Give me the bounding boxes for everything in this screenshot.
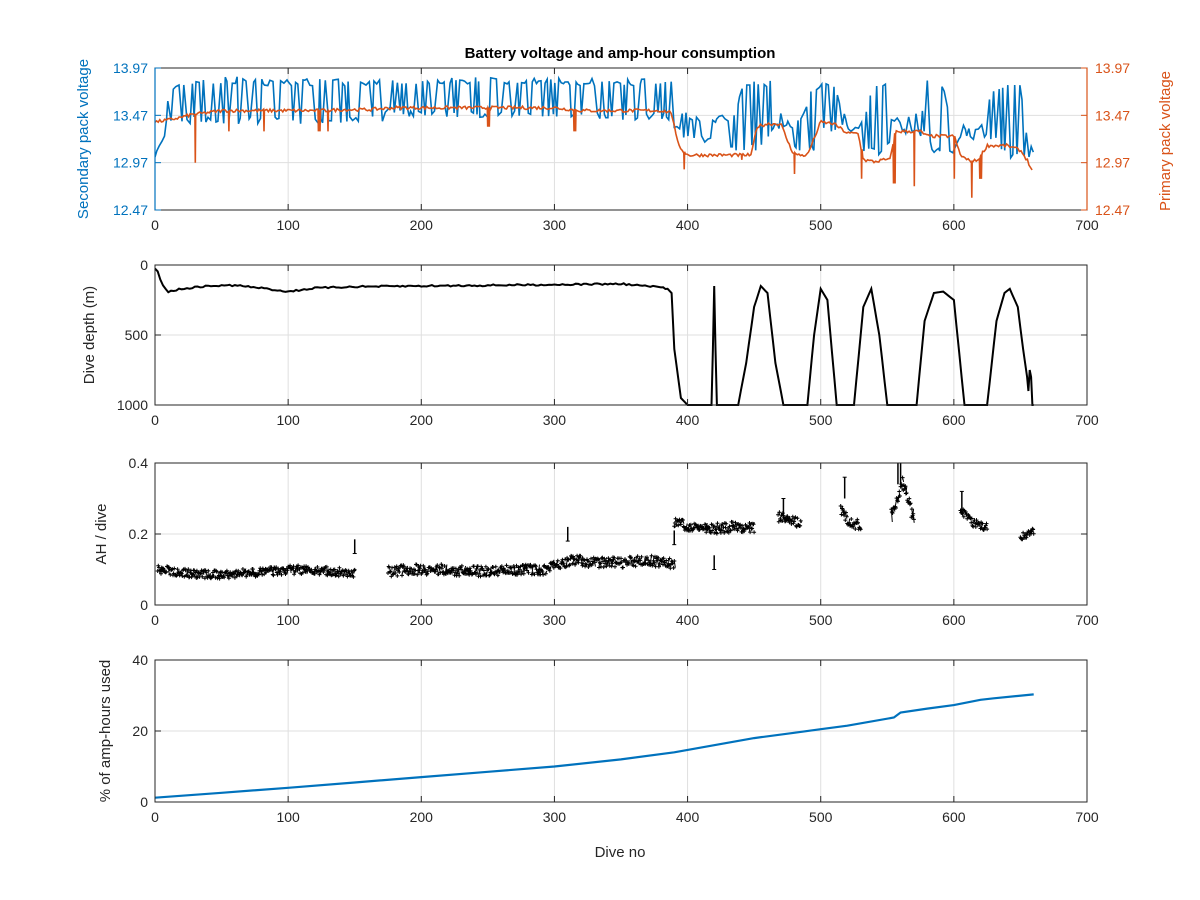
y-right-tick-label: 12.47 [1095, 202, 1130, 218]
y-axis-label: % of amp-hours used [97, 660, 114, 803]
y-tick-label: 1000 [117, 397, 148, 413]
secondary-voltage-line [155, 75, 1035, 161]
x-tick-label: 400 [676, 412, 700, 428]
x-tick-label: 100 [276, 612, 300, 628]
y-tick-label: 13.97 [113, 60, 148, 76]
x-tick-label: 300 [543, 809, 567, 825]
x-tick-label: 600 [942, 217, 966, 233]
x-tick-label: 400 [676, 612, 700, 628]
y-tick-label: 12.47 [113, 202, 148, 218]
y-right-tick-label: 13.47 [1095, 107, 1130, 123]
y-axis-label: Dive depth (m) [81, 286, 98, 384]
ah-marker-cluster [155, 563, 357, 581]
x-tick-label: 100 [276, 412, 300, 428]
y-tick-label: 0 [140, 257, 148, 273]
x-tick-label: 700 [1075, 217, 1099, 233]
y-tick-label: 0 [140, 794, 148, 810]
y-axis-label-left: Secondary pack voltage [75, 59, 92, 219]
ah-marker-cluster [545, 553, 677, 573]
depth-panel: 0 100 200 300 400 500 600 700 0 500 1000 Dive depth… [81, 257, 1099, 428]
x-tick-label: 300 [543, 412, 567, 428]
ah-marker-cluster [958, 507, 990, 532]
x-tick-label: 700 [1075, 412, 1099, 428]
y-tick-label: 13.47 [113, 107, 148, 123]
y-right-tick-label: 13.97 [1095, 60, 1130, 76]
x-tick-label: 200 [410, 612, 434, 628]
x-tick-label: 200 [410, 412, 434, 428]
x-tick-label: 0 [151, 217, 159, 233]
percent-used-panel: 0 100 200 300 400 500 600 700 0 20 40 % of amp-hour… [97, 652, 1099, 825]
x-tick-label: 500 [809, 217, 833, 233]
y-tick-label: 500 [125, 327, 149, 343]
x-tick-label: 300 [543, 612, 567, 628]
y-tick-label: 0.2 [129, 526, 149, 542]
y-tick-label: 0.4 [129, 455, 149, 471]
x-tick-label: 700 [1075, 809, 1099, 825]
x-tick-label: 400 [676, 217, 700, 233]
x-tick-label: 0 [151, 612, 159, 628]
y-axis-label-right: Primary pack voltage [1157, 71, 1174, 211]
x-tick-label: 500 [809, 412, 833, 428]
x-tick-label: 500 [809, 612, 833, 628]
x-tick-label: 600 [942, 612, 966, 628]
y-tick-label: 12.97 [113, 155, 148, 171]
primary-voltage-line [155, 104, 1033, 198]
ah-marker-cluster [1018, 526, 1036, 542]
x-tick-label: 500 [809, 809, 833, 825]
ah-marker-cluster [838, 504, 863, 532]
x-tick-label: 200 [410, 217, 434, 233]
ah-per-dive-markers [155, 462, 1036, 581]
x-tick-label: 600 [942, 809, 966, 825]
x-tick-label: 0 [151, 809, 159, 825]
percent-used-line [154, 693, 1034, 799]
x-tick-label: 700 [1075, 612, 1099, 628]
x-tick-label: 0 [151, 412, 159, 428]
figure-title: Battery voltage and amp-hour consumption [465, 45, 776, 62]
y-tick-label: 20 [132, 723, 148, 739]
ah-marker-cluster [672, 516, 757, 536]
y-axis-label: AH / dive [93, 504, 110, 565]
x-tick-label: 100 [276, 217, 300, 233]
y-right-tick-label: 12.97 [1095, 155, 1130, 171]
x-tick-label: 300 [543, 217, 567, 233]
x-tick-label: 400 [676, 809, 700, 825]
x-axis-label: Dive no [595, 844, 646, 861]
y-tick-label: 0 [140, 597, 148, 613]
ah-per-dive-panel: 0 100 200 300 400 500 600 700 0 0.2 0.4 AH / dive [93, 455, 1099, 628]
ah-marker-cluster [386, 562, 550, 579]
x-tick-label: 200 [410, 809, 434, 825]
y-tick-label: 40 [132, 652, 148, 668]
x-tick-label: 600 [942, 412, 966, 428]
x-tick-label: 100 [276, 809, 300, 825]
